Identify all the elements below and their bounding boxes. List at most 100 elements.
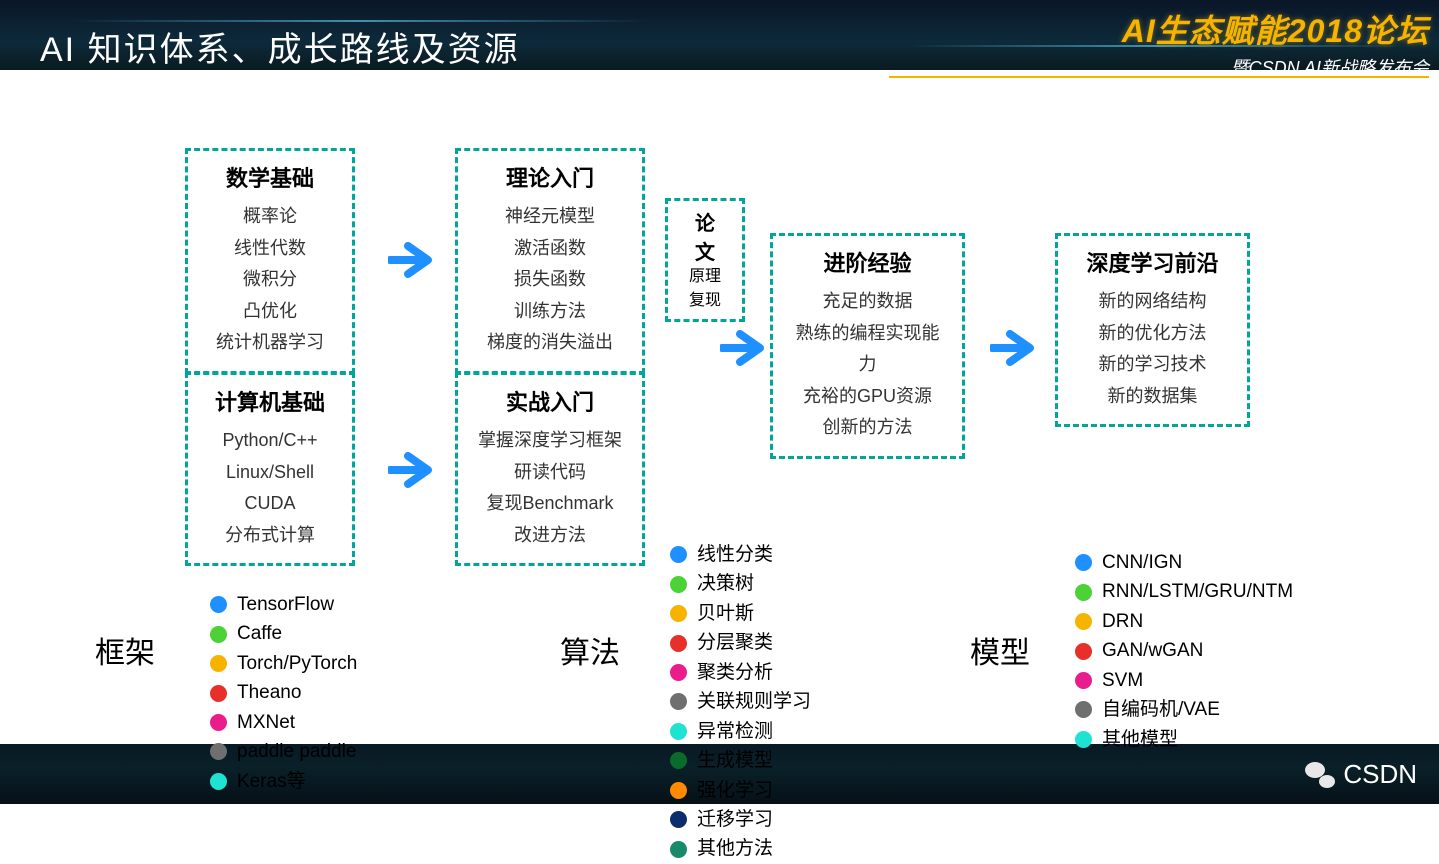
legend-row: 聚类分析 bbox=[670, 658, 811, 687]
box-item: CUDA bbox=[206, 488, 334, 520]
legend-dot bbox=[670, 811, 687, 828]
legend-row: DRN bbox=[1075, 607, 1293, 636]
legend-label: CNN/IGN bbox=[1102, 548, 1182, 577]
legend-dot bbox=[1075, 584, 1092, 601]
box-item: 改进方法 bbox=[476, 520, 624, 552]
legend-label: SVM bbox=[1102, 666, 1143, 695]
legend-dot bbox=[210, 596, 227, 613]
box-item: 新的数据集 bbox=[1076, 381, 1229, 413]
slide-title: AI 知识体系、成长路线及资源 bbox=[40, 22, 520, 71]
box-item: 概率论 bbox=[206, 201, 334, 233]
footer-brand-text: CSDN bbox=[1343, 759, 1417, 790]
arrow-icon bbox=[388, 450, 438, 490]
box-header: 深度学习前沿 bbox=[1076, 246, 1229, 278]
box-item: 新的学习技术 bbox=[1076, 349, 1229, 381]
event-banner: AI生态赋能2018论坛 暨CSDN AI新战略发布会 bbox=[1122, 6, 1429, 80]
legend-label: 迁移学习 bbox=[697, 805, 773, 834]
legend-label: Torch/PyTorch bbox=[237, 649, 357, 678]
legend-title-framework: 框架 bbox=[95, 628, 155, 672]
arrow-icon bbox=[990, 328, 1040, 368]
legend-row: 贝叶斯 bbox=[670, 599, 811, 628]
legend-label: 线性分类 bbox=[697, 540, 773, 569]
slide-body: 数学基础概率论线性代数微积分凸优化统计机器学习 计算机基础Python/C++L… bbox=[0, 70, 1439, 744]
legend-dot bbox=[1075, 731, 1092, 748]
box-item: 创新的方法 bbox=[791, 412, 944, 444]
legend-row: Caffe bbox=[210, 619, 357, 648]
box-item: 原理 bbox=[686, 265, 724, 289]
box-item: 新的网络结构 bbox=[1076, 286, 1229, 318]
legend-label: 异常检测 bbox=[697, 717, 773, 746]
box-item: 充足的数据 bbox=[791, 286, 944, 318]
box-item: 复现Benchmark bbox=[476, 488, 624, 520]
legend-row: CNN/IGN bbox=[1075, 548, 1293, 577]
legend-row: MXNet bbox=[210, 708, 357, 737]
legend-row: Theano bbox=[210, 678, 357, 707]
arrow-icon bbox=[388, 240, 438, 280]
legend-row: 线性分类 bbox=[670, 540, 811, 569]
wechat-icon bbox=[1305, 762, 1335, 788]
box-item: 线性代数 bbox=[206, 233, 334, 265]
box-item: Linux/Shell bbox=[206, 457, 334, 489]
legend-row: 强化学习 bbox=[670, 776, 811, 805]
legend-dot bbox=[1075, 701, 1092, 718]
legend-dot bbox=[210, 773, 227, 790]
box-item: 研读代码 bbox=[476, 457, 624, 489]
legend-label: 关联规则学习 bbox=[697, 687, 811, 716]
box-item: 微积分 bbox=[206, 264, 334, 296]
box-header: 计算机基础 bbox=[206, 385, 334, 417]
legend-dot bbox=[670, 635, 687, 652]
box-item: 凸优化 bbox=[206, 296, 334, 328]
box-item: 训练方法 bbox=[476, 296, 624, 328]
legend-algorithm: 线性分类决策树贝叶斯分层聚类聚类分析关联规则学习异常检测生成模型强化学习迁移学习… bbox=[670, 540, 811, 864]
legend-label: 其他模型 bbox=[1102, 725, 1178, 754]
legend-label: 分层聚类 bbox=[697, 628, 773, 657]
legend-dot bbox=[210, 685, 227, 702]
legend-dot bbox=[210, 655, 227, 672]
legend-label: 决策树 bbox=[697, 569, 754, 598]
legend-label: Keras等 bbox=[237, 767, 306, 796]
box-header: 理论入门 bbox=[476, 161, 624, 193]
banner-underline bbox=[889, 76, 1429, 78]
box-item: 激活函数 bbox=[476, 233, 624, 265]
legend-dot bbox=[670, 723, 687, 740]
legend-label: 贝叶斯 bbox=[697, 599, 754, 628]
legend-label: MXNet bbox=[237, 708, 295, 737]
legend-label: 其他方法 bbox=[697, 834, 773, 863]
box-item: 复现 bbox=[686, 289, 724, 313]
legend-row: 迁移学习 bbox=[670, 805, 811, 834]
legend-row: 其他方法 bbox=[670, 834, 811, 863]
legend-model: CNN/IGNRNN/LSTM/GRU/NTMDRNGAN/wGANSVM自编码… bbox=[1075, 548, 1293, 754]
legend-dot bbox=[670, 664, 687, 681]
legend-label: 强化学习 bbox=[697, 776, 773, 805]
box-item: 充裕的GPU资源 bbox=[791, 381, 944, 413]
arrow-icon bbox=[720, 328, 770, 368]
legend-row: TensorFlow bbox=[210, 590, 357, 619]
legend-dot bbox=[670, 841, 687, 858]
legend-row: 自编码机/VAE bbox=[1075, 695, 1293, 724]
legend-dot bbox=[1075, 554, 1092, 571]
legend-row: 异常检测 bbox=[670, 717, 811, 746]
legend-title-algorithm: 算法 bbox=[560, 628, 620, 672]
legend-dot bbox=[1075, 643, 1092, 660]
legend-row: 生成模型 bbox=[670, 746, 811, 775]
box-item: Python/C++ bbox=[206, 425, 334, 457]
box-item: 熟练的编程实现能力 bbox=[791, 318, 944, 381]
box-item: 掌握深度学习框架 bbox=[476, 425, 624, 457]
banner-title: AI生态赋能2018论坛 bbox=[1122, 6, 1429, 52]
box-item: 损失函数 bbox=[476, 264, 624, 296]
legend-label: 自编码机/VAE bbox=[1102, 695, 1220, 724]
legend-label: RNN/LSTM/GRU/NTM bbox=[1102, 577, 1293, 606]
legend-dot bbox=[670, 605, 687, 622]
legend-label: Caffe bbox=[237, 619, 282, 648]
box-header: 数学基础 bbox=[206, 161, 334, 193]
legend-row: 关联规则学习 bbox=[670, 687, 811, 716]
legend-row: 分层聚类 bbox=[670, 628, 811, 657]
footer-brand: CSDN bbox=[1305, 759, 1417, 790]
legend-label: 聚类分析 bbox=[697, 658, 773, 687]
legend-dot bbox=[210, 714, 227, 731]
legend-framework: TensorFlowCaffeTorch/PyTorchTheanoMXNetp… bbox=[210, 590, 357, 796]
legend-dot bbox=[210, 743, 227, 760]
legend-label: 生成模型 bbox=[697, 746, 773, 775]
box-item: 新的优化方法 bbox=[1076, 318, 1229, 350]
box-math: 数学基础概率论线性代数微积分凸优化统计机器学习 bbox=[185, 148, 355, 374]
